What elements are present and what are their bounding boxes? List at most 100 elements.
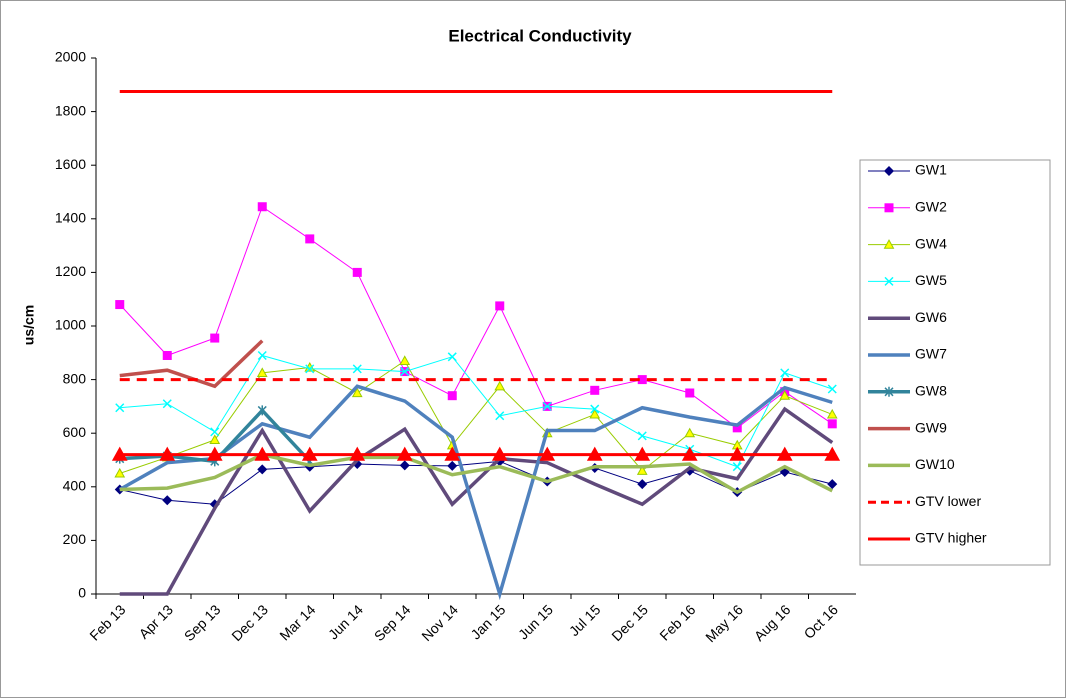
legend-label: GW2 [915, 199, 947, 215]
marker [257, 350, 267, 361]
marker [399, 355, 411, 365]
marker [827, 384, 837, 394]
marker [590, 404, 600, 414]
marker [111, 446, 128, 461]
marker [114, 467, 126, 478]
marker [447, 460, 458, 471]
legend-label: GW10 [915, 456, 955, 472]
marker [824, 446, 841, 461]
legend-marker [884, 166, 894, 176]
marker [447, 352, 457, 362]
series-line [118, 384, 833, 601]
marker [257, 405, 267, 416]
marker [254, 446, 271, 461]
marker [634, 446, 651, 461]
legend-marker [883, 239, 895, 249]
legend-marker [884, 386, 894, 397]
marker [209, 434, 221, 444]
marker [206, 446, 223, 461]
marker [162, 350, 172, 360]
y-axis-label: us/cm [21, 305, 37, 345]
marker [636, 465, 648, 475]
series-line [119, 360, 833, 474]
marker [444, 446, 461, 461]
marker [396, 446, 413, 461]
marker [159, 446, 176, 461]
legend-label: GW6 [915, 309, 947, 325]
marker [776, 446, 793, 461]
marker [729, 446, 746, 461]
marker [827, 419, 837, 429]
marker [732, 423, 742, 433]
series-line [119, 205, 833, 429]
marker [495, 411, 505, 421]
legend-label: GW1 [915, 162, 947, 178]
legend-marker [884, 276, 894, 286]
marker [352, 364, 362, 374]
y-tick-label: 600 [63, 424, 87, 440]
marker [305, 234, 315, 244]
marker [257, 464, 268, 475]
marker [637, 479, 648, 490]
y-tick-label: 1600 [55, 156, 86, 172]
marker [210, 427, 220, 437]
y-tick-label: 1200 [55, 263, 86, 279]
marker [115, 300, 125, 310]
marker [590, 385, 600, 395]
legend-label: GTV lower [915, 493, 981, 509]
marker [826, 408, 838, 419]
marker [542, 401, 552, 411]
legend-label: GW4 [915, 235, 947, 251]
marker [681, 446, 698, 461]
legend-label: GW8 [915, 383, 947, 399]
marker [495, 301, 505, 311]
series-line [119, 460, 833, 505]
series-line [119, 406, 834, 596]
legend-label: GTV higher [915, 530, 987, 546]
marker [586, 446, 603, 461]
y-tick-label: 200 [63, 531, 87, 547]
y-tick-label: 400 [63, 478, 87, 494]
legend-marker [884, 203, 894, 213]
chart-title: Electrical Conductivity [448, 26, 632, 45]
y-tick-label: 1000 [55, 317, 86, 333]
marker [256, 367, 268, 377]
marker [349, 446, 366, 461]
marker [732, 462, 742, 472]
marker [827, 479, 838, 490]
marker [257, 202, 267, 212]
legend [859, 159, 1051, 566]
y-tick-label: 1800 [55, 102, 86, 118]
series-line [119, 354, 833, 468]
marker [351, 387, 363, 398]
marker [491, 446, 508, 461]
marker [352, 267, 362, 277]
legend-label: GW7 [915, 346, 947, 362]
marker [684, 427, 696, 438]
marker [400, 367, 410, 377]
marker [539, 446, 556, 461]
marker [637, 431, 647, 441]
legend-label: GW5 [915, 272, 947, 288]
marker [210, 333, 220, 343]
marker [162, 399, 172, 409]
y-tick-label: 0 [78, 585, 86, 601]
marker [162, 495, 173, 506]
marker [780, 368, 790, 378]
marker [399, 460, 410, 471]
series-line [119, 452, 834, 495]
marker [589, 408, 601, 419]
marker [779, 390, 791, 400]
marker [447, 391, 457, 401]
marker [637, 375, 647, 385]
marker [301, 446, 318, 461]
marker [305, 364, 315, 374]
marker [685, 388, 695, 398]
marker [115, 403, 125, 413]
y-tick-label: 2000 [55, 49, 86, 65]
y-tick-label: 800 [63, 370, 87, 386]
marker [494, 380, 506, 391]
y-tick-label: 1400 [55, 210, 86, 226]
legend-label: GW9 [915, 419, 947, 435]
